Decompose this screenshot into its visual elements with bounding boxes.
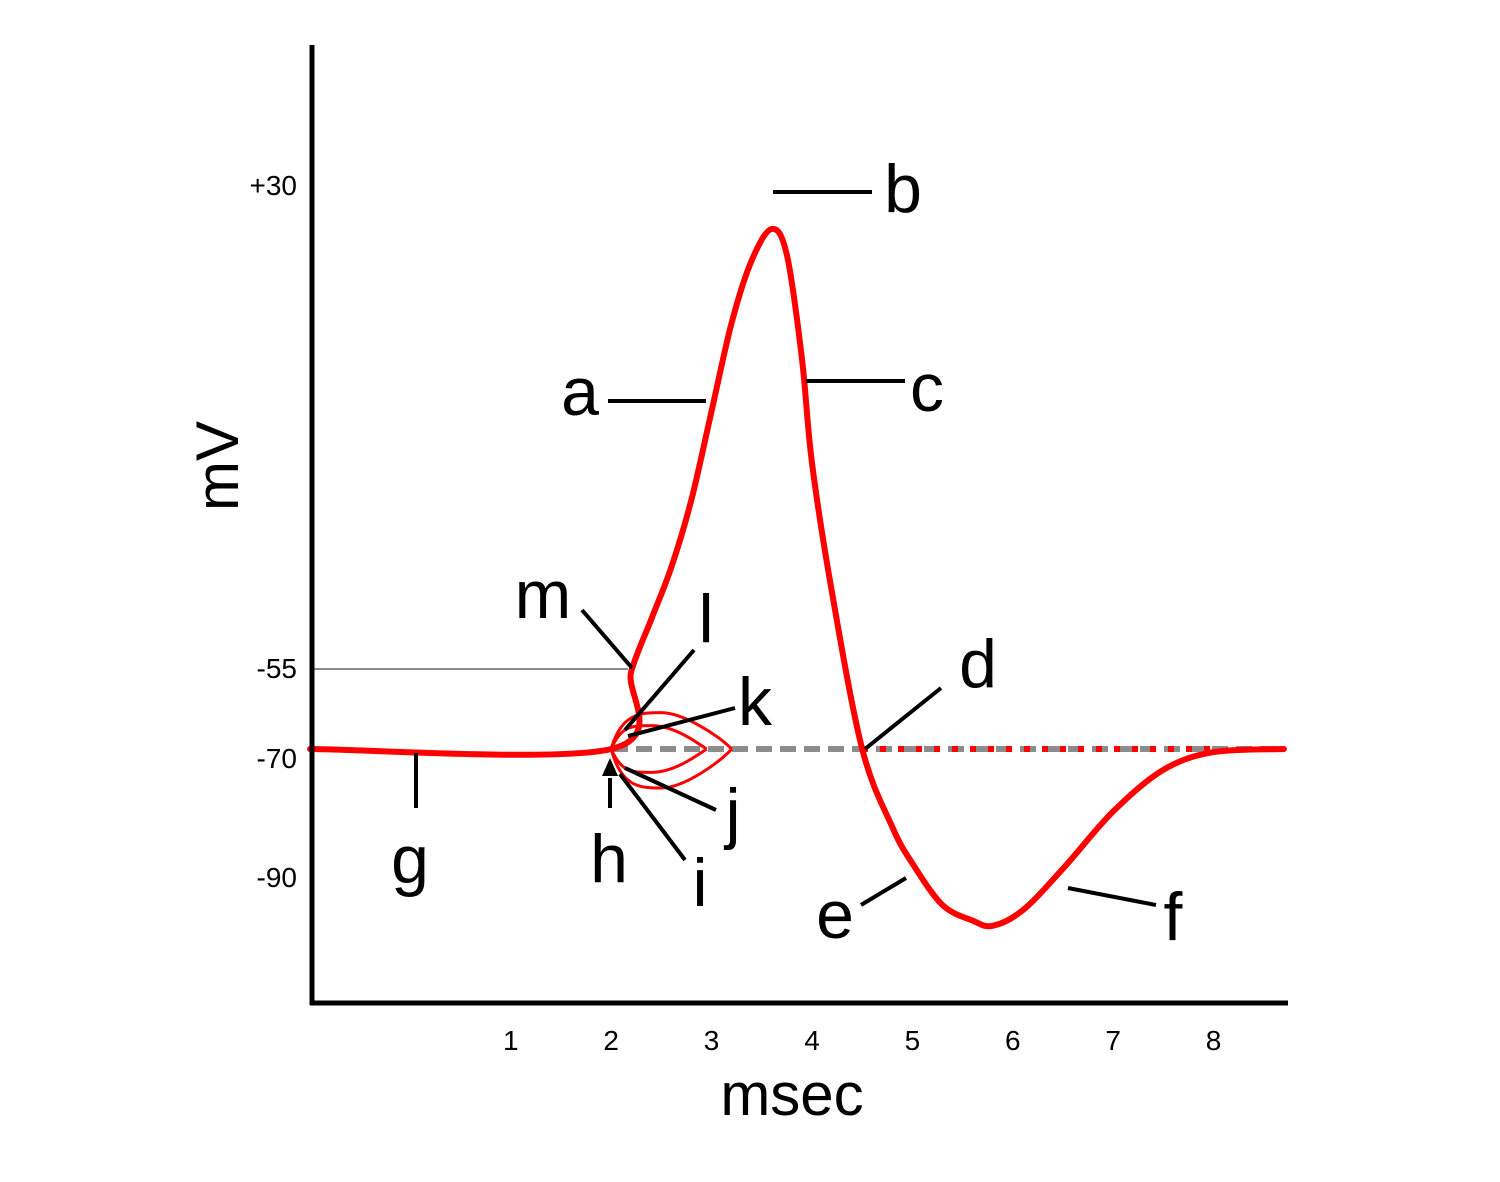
x-tick-label: 4 [804,1025,820,1056]
x-tick-label: 3 [704,1025,720,1056]
label-f: f [1164,879,1183,955]
label-a: a [561,354,599,430]
leader-f [1067,886,1157,907]
x-tick-label: 2 [603,1025,619,1056]
y-tick-label: -90 [257,862,297,893]
leader-l [623,648,696,732]
x-tick-label: 8 [1206,1025,1222,1056]
x-axis-title: msec [720,1061,863,1128]
label-e: e [816,877,854,953]
label-j: j [723,775,740,851]
action-potential-trace [307,225,1287,930]
y-tick-label: +30 [250,170,298,201]
arrowhead-h [602,758,618,776]
label-g: g [391,822,429,898]
annotation-labels: a b c d e f g h i j k l m [391,151,1182,955]
leader-j [624,766,717,812]
label-h: h [590,821,628,897]
subthreshold-response-2 [609,724,708,751]
y-tick-label: -70 [257,743,297,774]
label-c: c [910,350,944,426]
leader-lines [414,190,1157,907]
label-k: k [738,664,773,740]
x-tick-label: 7 [1105,1025,1121,1056]
y-tick-label: -55 [257,653,297,684]
label-d: d [959,626,997,702]
leader-i [618,772,687,862]
subthreshold-response-4 [609,747,708,774]
y-tick-labels: +30 -55 -70 -90 [250,170,298,893]
leader-d [863,686,943,751]
leader-k [627,706,736,738]
label-i: i [692,845,707,921]
leader-m [580,608,634,670]
x-tick-label: 5 [905,1025,921,1056]
subthreshold-response-1 [609,711,733,751]
x-tick-labels: 1 2 3 4 5 6 7 8 [503,1025,1221,1056]
label-m: m [515,557,572,633]
label-l: l [698,581,713,657]
label-b: b [884,151,922,227]
x-tick-label: 6 [1005,1025,1021,1056]
leader-e [859,876,908,907]
y-axis-title: mV [184,421,251,511]
x-tick-label: 1 [503,1025,519,1056]
